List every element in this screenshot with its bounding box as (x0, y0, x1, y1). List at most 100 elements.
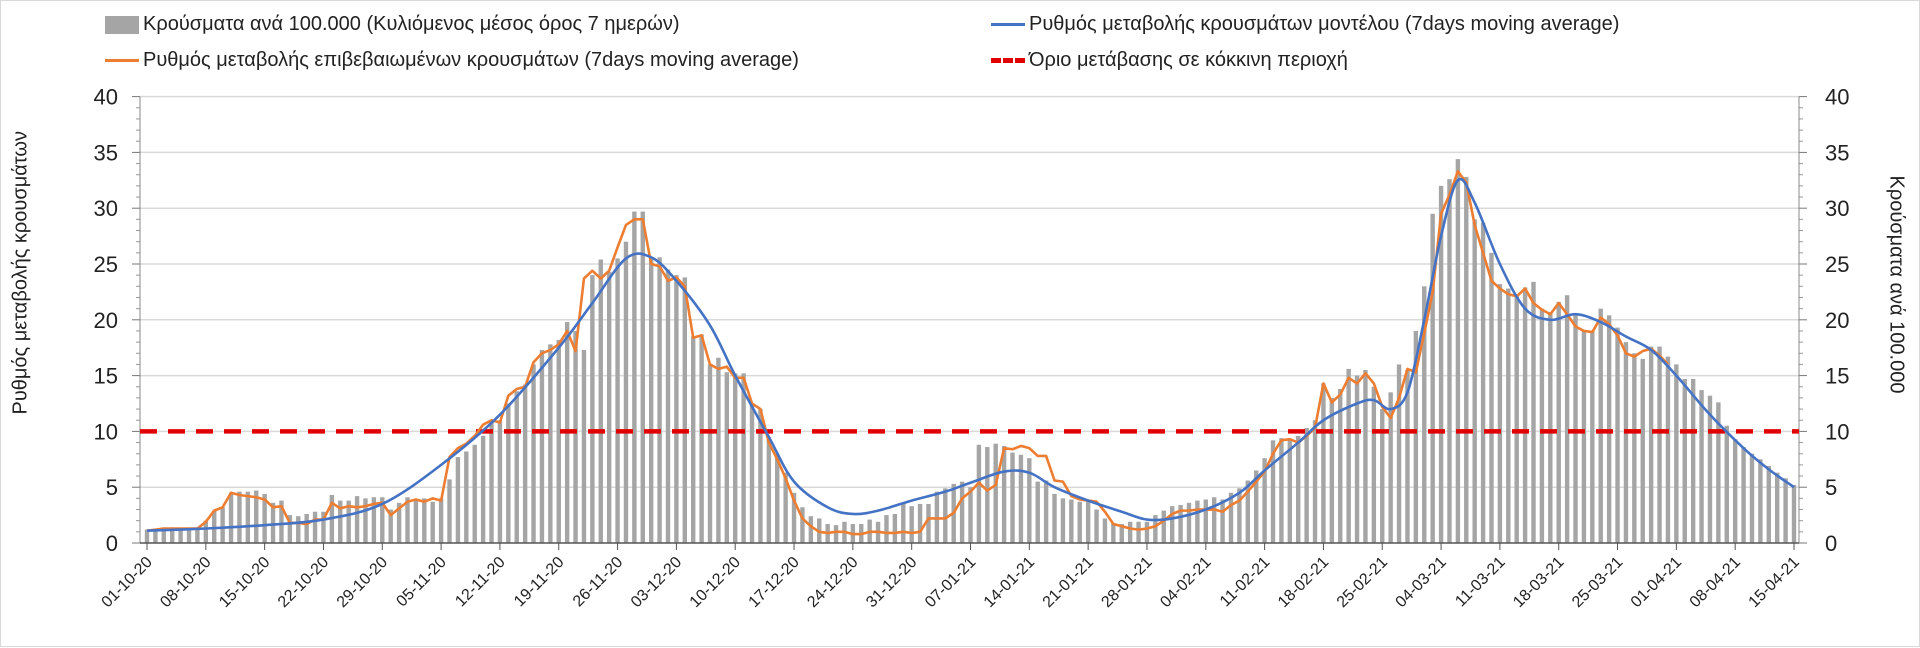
bar (1069, 499, 1074, 543)
bar (480, 435, 486, 543)
bar (648, 258, 654, 543)
y-tick-label-left: 25 (94, 252, 118, 277)
bar (959, 481, 965, 543)
legend-item-confirmed: Ρυθμός μεταβολής επιβεβαιωμένων κρουσμάτ… (105, 49, 799, 72)
bar (993, 443, 998, 543)
bar (304, 513, 309, 543)
y-tick-label-left: 15 (94, 364, 118, 389)
bar (1758, 459, 1763, 543)
bar (1522, 287, 1528, 543)
bar (548, 344, 553, 543)
legend-label-confirmed: Ρυθμός μεταβολής επιβεβαιωμένων κρουσμάτ… (143, 49, 799, 71)
bar (716, 357, 721, 543)
bar (338, 500, 343, 543)
legend-item-bars: Κρούσματα ανά 100.000 (Κυλιόμενος μέσος … (105, 13, 680, 36)
bar (1707, 395, 1713, 543)
bar (892, 513, 898, 543)
bar (388, 509, 393, 543)
bar (522, 384, 528, 543)
bar (581, 349, 587, 543)
x-tick-label: 21-01-21 (1040, 554, 1097, 611)
legend-item-threshold: Όριο μετάβασης σε κόκκινη περιοχή (991, 49, 1348, 72)
bar (968, 487, 973, 543)
bar (1665, 356, 1671, 543)
bar (1774, 472, 1780, 543)
bar (1531, 281, 1536, 543)
bar (1001, 445, 1007, 543)
bar (506, 403, 511, 543)
bar (1371, 386, 1377, 543)
bar (1060, 498, 1066, 543)
bar (1480, 222, 1486, 543)
bar (1161, 510, 1166, 543)
legend-swatch-model (991, 23, 1025, 26)
bar (1254, 470, 1259, 543)
x-tick-label: 11-03-21 (1452, 554, 1509, 611)
bar (220, 507, 225, 543)
bar (380, 497, 385, 543)
bar (707, 364, 713, 543)
bar (354, 496, 360, 543)
bar (573, 330, 578, 543)
legend-label-model: Ρυθμός μεταβολής κρουσμάτων μοντέλου (7d… (1029, 13, 1620, 35)
bar (262, 493, 267, 543)
bar (909, 506, 914, 543)
bar (195, 527, 200, 543)
bar (430, 501, 435, 543)
bar (144, 529, 150, 543)
bar (363, 498, 368, 543)
x-tick-label: 01-10-20 (99, 554, 156, 611)
bar (1052, 493, 1057, 543)
bar (422, 498, 427, 543)
bar (1338, 388, 1343, 543)
x-tick-label: 08-04-21 (1687, 554, 1744, 611)
bar (690, 336, 696, 543)
bar (1195, 500, 1200, 543)
y-tick-label-right: 0 (1825, 531, 1837, 556)
bar (1363, 370, 1368, 543)
bar (237, 491, 242, 543)
bar (724, 372, 730, 543)
bar (279, 500, 284, 543)
bar (472, 444, 477, 543)
bar (1741, 447, 1746, 543)
x-tick-label: 25-02-21 (1334, 554, 1391, 611)
bar (917, 503, 923, 543)
bar (1321, 383, 1326, 543)
bar (632, 211, 637, 543)
bar (396, 502, 402, 543)
bar (161, 527, 167, 543)
bar (1119, 524, 1124, 543)
bar (438, 498, 444, 543)
bar (270, 502, 276, 543)
bar (405, 497, 410, 543)
bar (884, 515, 889, 543)
bar (1506, 288, 1511, 543)
x-tick-label: 25-03-21 (1569, 554, 1626, 611)
y-tick-label-left: 35 (94, 140, 118, 165)
bar (1783, 478, 1788, 543)
legend-item-model: Ρυθμός μεταβολής κρουσμάτων μοντέλου (7d… (991, 13, 1619, 36)
bar (1085, 500, 1091, 543)
y-tick-label-left: 40 (94, 85, 118, 110)
bar (1396, 364, 1402, 543)
bar (1682, 378, 1687, 543)
bar (312, 511, 318, 543)
bar (1380, 409, 1385, 543)
bar (1211, 497, 1217, 543)
y-tick-label-left: 10 (94, 419, 118, 444)
bar (203, 520, 209, 543)
bar (1304, 428, 1309, 543)
bar (833, 525, 839, 543)
y-tick-label-left: 30 (94, 196, 118, 221)
bar (1405, 370, 1410, 543)
bar (371, 497, 377, 543)
bar (1716, 402, 1721, 543)
bar (1447, 179, 1452, 543)
bar (976, 444, 982, 543)
bar (674, 275, 679, 543)
bar (1615, 327, 1620, 543)
bar (1438, 185, 1444, 543)
x-tick-label: 17-12-20 (746, 554, 803, 611)
